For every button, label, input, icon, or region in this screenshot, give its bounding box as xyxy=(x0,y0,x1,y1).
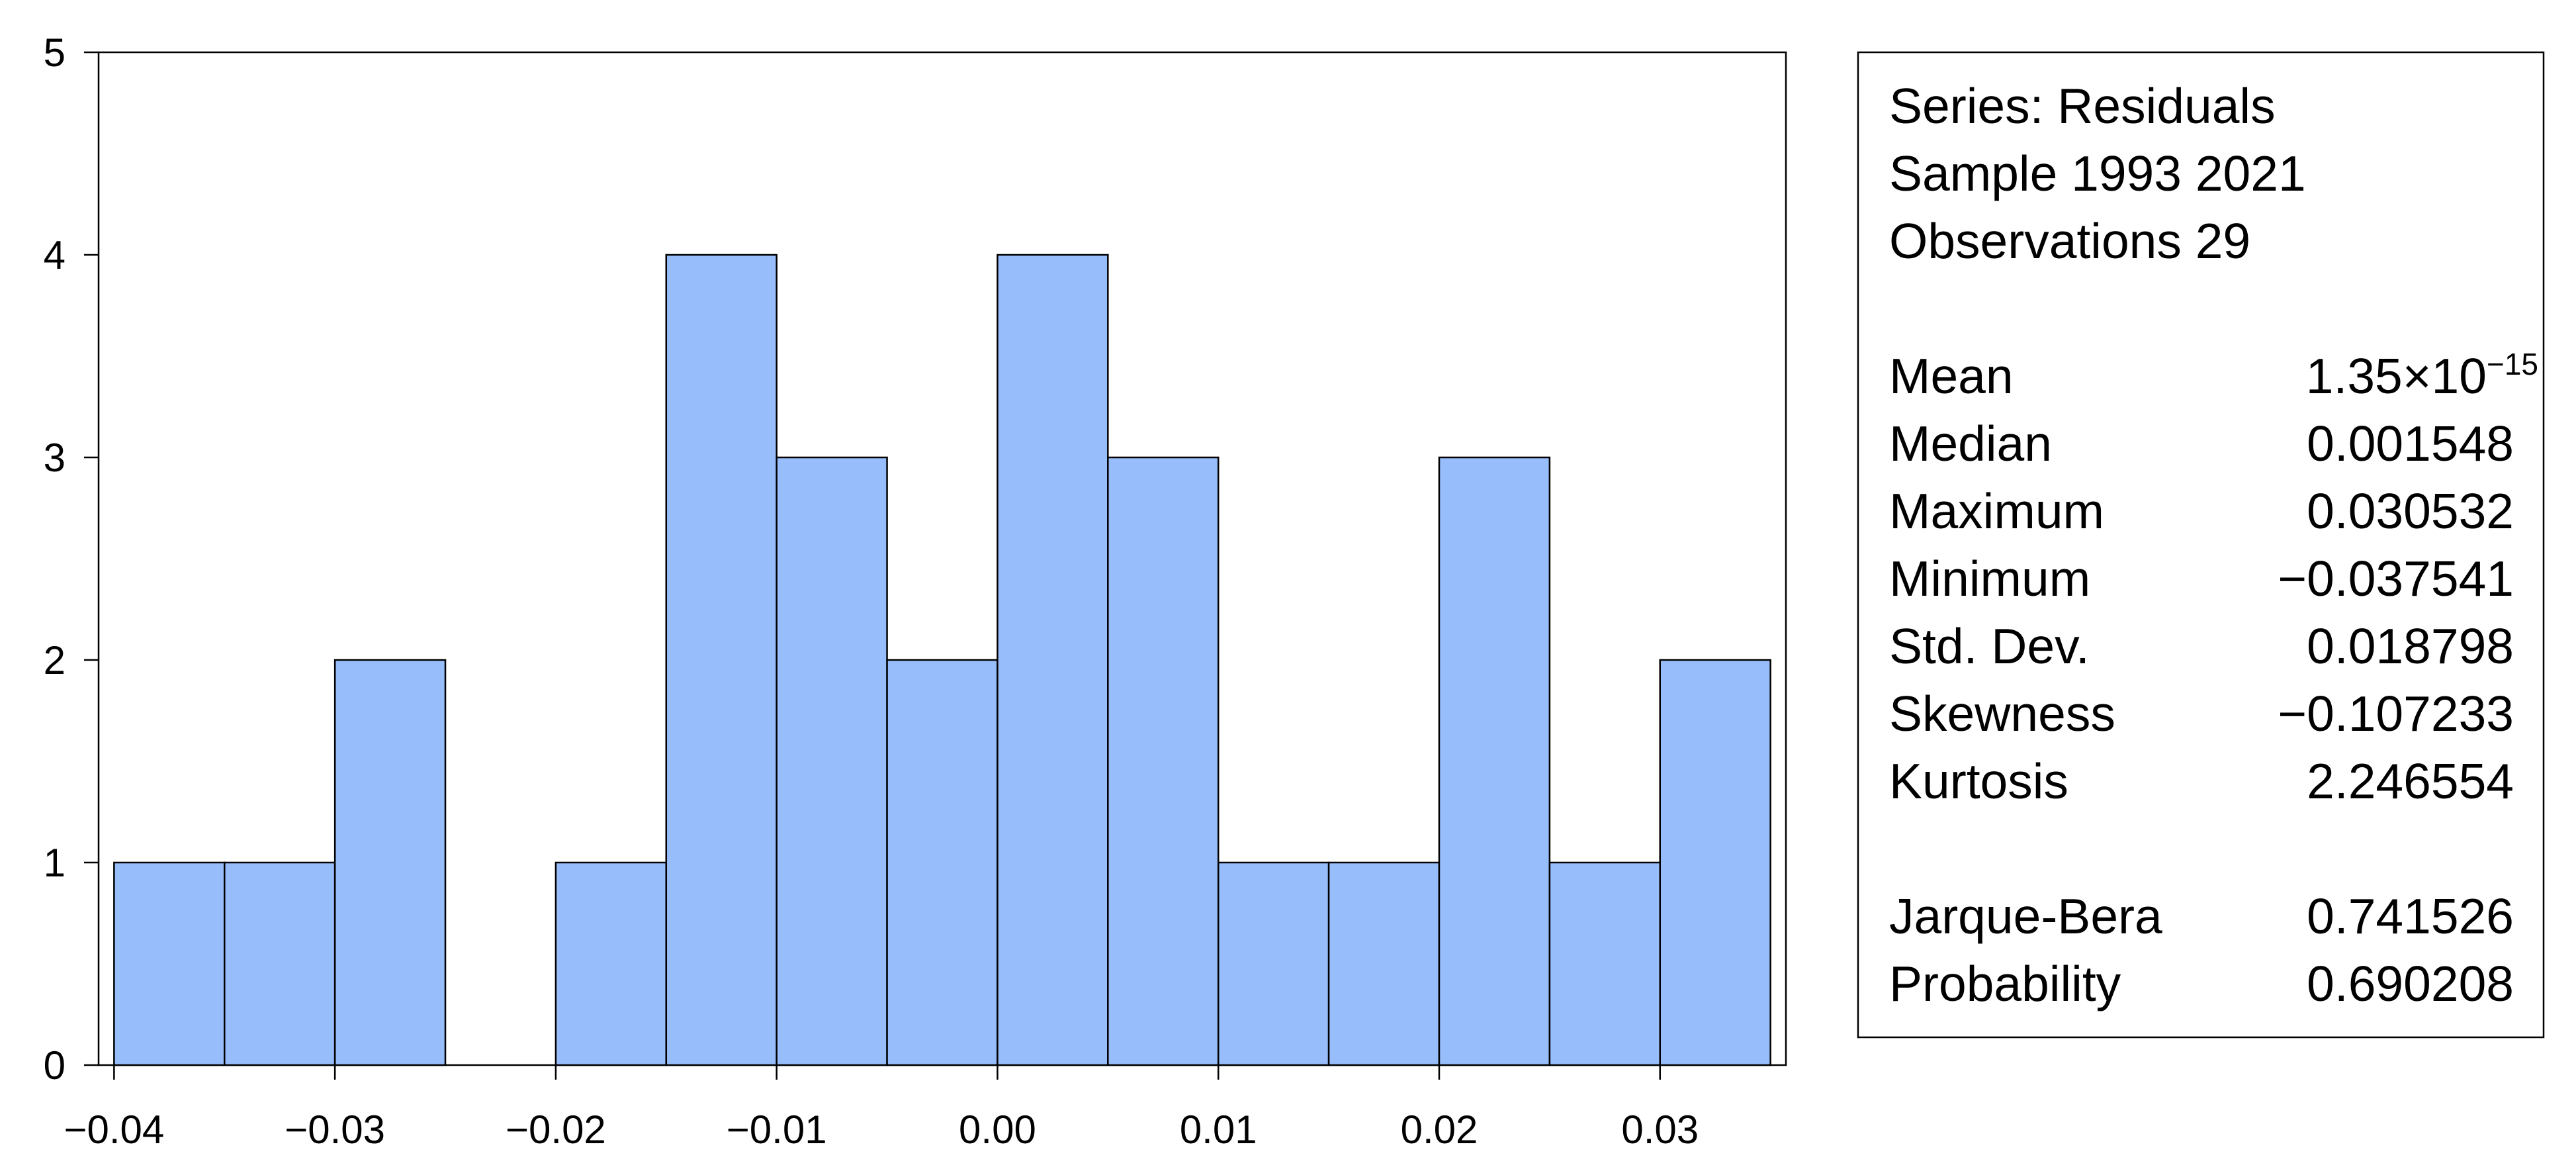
bar xyxy=(223,861,336,1066)
stats-header: Observations 29 xyxy=(1889,213,2250,269)
y-tick-label: 3 xyxy=(44,436,66,480)
bar xyxy=(1107,456,1220,1066)
bar xyxy=(113,861,226,1066)
stats-value: 0.001548 xyxy=(2307,416,2514,471)
stats-label: Maximum xyxy=(1889,483,2104,539)
stats-header: Series: Residuals xyxy=(1889,78,2276,134)
stats-value: 0.690208 xyxy=(2307,956,2514,1011)
y-tick-label: 0 xyxy=(44,1043,66,1088)
stats-value: 2.246554 xyxy=(2307,753,2514,809)
stats-value: 0.741526 xyxy=(2307,888,2514,944)
bar xyxy=(1217,861,1330,1066)
bar xyxy=(1438,456,1551,1066)
stats-value: 0.030532 xyxy=(2307,483,2514,539)
bar xyxy=(665,254,777,1066)
y-tick-label: 1 xyxy=(44,841,66,885)
bar xyxy=(776,456,888,1066)
x-tick-label: −0.01 xyxy=(727,1107,827,1152)
x-tick-label: −0.03 xyxy=(285,1107,385,1152)
bar xyxy=(886,659,999,1066)
x-tick-label: 0.01 xyxy=(1180,1107,1257,1152)
y-tick-label: 5 xyxy=(44,30,66,75)
stats-label: Kurtosis xyxy=(1889,753,2068,809)
bar xyxy=(1327,861,1441,1066)
stats-box xyxy=(1857,51,2545,1039)
x-tick-label: −0.02 xyxy=(506,1107,606,1152)
bar xyxy=(555,861,668,1066)
bar xyxy=(333,659,447,1066)
x-tick-label: 0.03 xyxy=(1621,1107,1699,1152)
stats-value-exponent: −15 xyxy=(2487,347,2538,381)
stats-value: 0.018798 xyxy=(2307,618,2514,674)
y-tick-label: 4 xyxy=(44,233,66,277)
x-tick-label: 0.02 xyxy=(1401,1107,1478,1152)
stats-label: Probability xyxy=(1889,956,2121,1011)
stats-label: Jarque-Bera xyxy=(1889,888,2162,944)
stats-label: Std. Dev. xyxy=(1889,618,2090,674)
y-tick-label: 2 xyxy=(44,638,66,682)
stats-label: Skewness xyxy=(1889,686,2115,741)
stats-value: −0.037541 xyxy=(2278,551,2514,606)
stats-label: Mean xyxy=(1889,348,2014,404)
bar xyxy=(1659,659,1771,1066)
stats-value: 1.35×10−15 xyxy=(2306,347,2538,404)
stats-label: Median xyxy=(1889,416,2052,471)
stats-value: −0.107233 xyxy=(2278,686,2514,741)
stats-label: Minimum xyxy=(1889,551,2090,606)
bar xyxy=(1548,861,1662,1066)
bar xyxy=(997,254,1109,1066)
x-tick-label: −0.04 xyxy=(64,1107,164,1152)
x-tick-label: 0.00 xyxy=(959,1107,1036,1152)
stats-header: Sample 1993 2021 xyxy=(1889,146,2306,201)
stats-value-base: 1.35×10 xyxy=(2306,348,2487,404)
